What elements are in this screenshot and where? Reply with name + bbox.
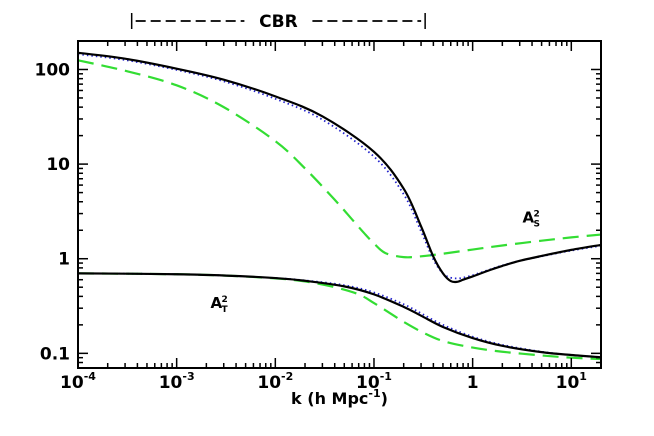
annotation-at2: A 2T	[210, 294, 228, 315]
annotation-main: A	[210, 294, 222, 312]
annotation-as2: A 2S	[522, 209, 539, 230]
series-scalar-dashed	[77, 59, 602, 259]
x-axis-label: k (h Mpc-1)	[291, 387, 388, 408]
y-tick-label: 100	[35, 60, 71, 80]
annotation-sub: T	[221, 305, 228, 315]
annotation-sub: S	[533, 220, 539, 230]
annotation-sup: 2	[221, 295, 227, 305]
annotation-sup: 2	[533, 210, 539, 220]
series-layer	[77, 51, 602, 361]
annotations: A 2SA 2T	[210, 209, 540, 315]
x-tick-label: 10-2	[257, 370, 293, 393]
x-tick-label: 10-3	[159, 370, 195, 393]
cbr-band: CBR	[130, 12, 426, 32]
x-axis-label-close: )	[381, 389, 388, 408]
series-scalar-solid	[77, 51, 602, 284]
cbr-band-label: CBR	[259, 12, 298, 32]
annotation-main: A	[522, 209, 534, 227]
series-tensor-solid	[77, 272, 602, 359]
y-tick-label: 10	[46, 155, 70, 175]
x-tick-label: 10-4	[60, 370, 96, 393]
plot-frame	[77, 40, 602, 369]
ticks-layer: 10-4 10-3 10-2 10-1 1 101 0.1 1 10 100	[35, 40, 602, 393]
series-tensor-dashed	[77, 272, 602, 361]
x-axis-label-exponent: -1	[368, 387, 380, 400]
x-tick-label: 1	[467, 373, 479, 393]
x-tick-label: 101	[556, 370, 587, 393]
y-tick-label: 0.1	[40, 344, 70, 364]
y-tick-label: 1	[58, 250, 70, 270]
x-tick-label: 10-1	[356, 370, 392, 393]
x-axis-label-main: k (h Mpc	[291, 389, 368, 408]
series-scalar-dotted	[77, 53, 602, 280]
